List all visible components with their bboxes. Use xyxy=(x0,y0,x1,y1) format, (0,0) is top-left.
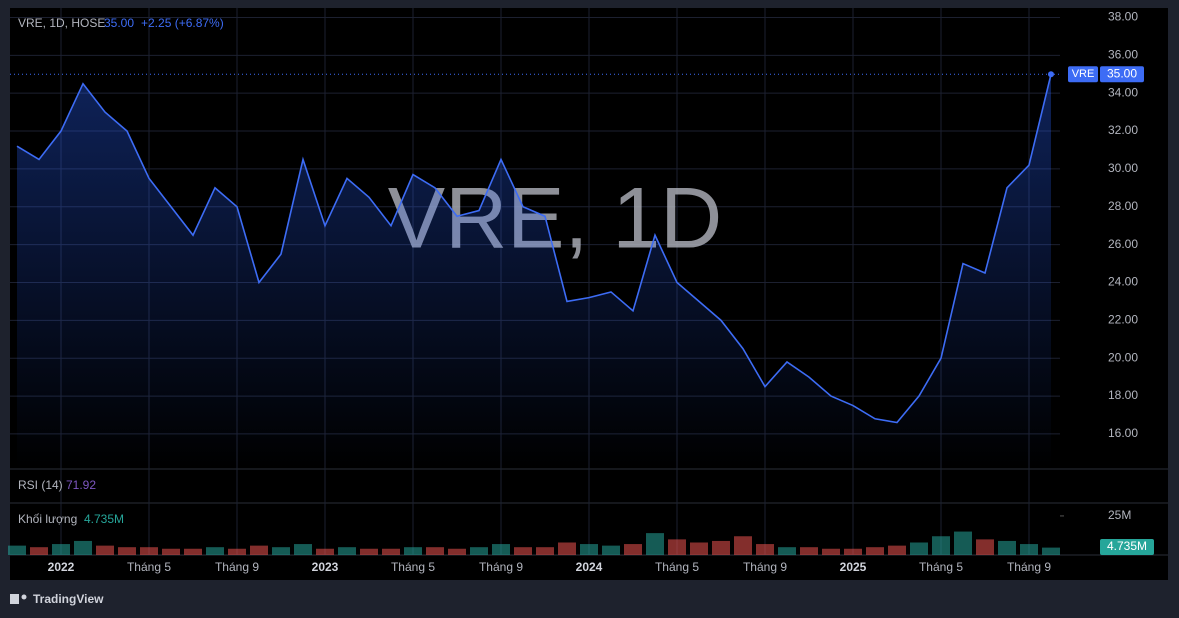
volume-bar xyxy=(382,548,400,555)
y-tick-label: 20.00 xyxy=(1108,350,1138,364)
volume-bar xyxy=(602,545,620,555)
x-tick-label: 2023 xyxy=(312,560,339,574)
volume-bar xyxy=(272,547,290,555)
volume-bar xyxy=(206,547,224,555)
volume-bar xyxy=(690,542,708,555)
volume-bar xyxy=(316,548,334,555)
volume-bar xyxy=(558,542,576,555)
volume-value: 4.735M xyxy=(84,512,124,526)
x-tick-label: Tháng 9 xyxy=(479,560,523,574)
volume-bar xyxy=(778,547,796,555)
y-tick-label: 34.00 xyxy=(1108,85,1138,99)
y-tick-label: 26.00 xyxy=(1108,237,1138,251)
price-tag-symbol: VRE xyxy=(1072,68,1095,80)
y-tick-label: 24.00 xyxy=(1108,275,1138,289)
volume-bar xyxy=(448,548,466,555)
price-change: +2.25 (+6.87%) xyxy=(141,16,224,30)
volume-bar xyxy=(734,536,752,555)
y-tick-label: 28.00 xyxy=(1108,199,1138,213)
price-tag xyxy=(1068,66,1098,83)
volume-bar xyxy=(976,539,994,555)
x-tick-label: 2022 xyxy=(48,560,75,574)
volume-bar xyxy=(228,548,246,555)
brand-logo xyxy=(10,594,27,604)
rsi-label: RSI (14) xyxy=(18,478,63,492)
volume-bar xyxy=(118,547,136,555)
x-tick-label: 2024 xyxy=(576,560,603,574)
volume-bar xyxy=(30,547,48,555)
volume-bar xyxy=(536,547,554,555)
y-tick-label: 38.00 xyxy=(1108,10,1138,24)
volume-bar xyxy=(932,536,950,555)
volume-bar xyxy=(294,544,312,555)
volume-tag-value: 4.735M xyxy=(1107,539,1147,553)
volume-bar xyxy=(250,545,268,555)
volume-bar xyxy=(74,540,92,555)
brand: TradingView xyxy=(33,592,104,606)
volume-bar xyxy=(514,547,532,555)
volume-bar xyxy=(184,548,202,555)
volume-bar xyxy=(470,547,488,555)
x-tick-label: Tháng 9 xyxy=(1007,560,1051,574)
volume-bar xyxy=(998,540,1016,555)
plot: 16.00 18.00 20.00 22.00 24.00 26.00 28.00 30.00… xyxy=(8,10,1154,574)
volume-bar xyxy=(756,544,774,555)
volume-bar xyxy=(844,548,862,555)
x-tick-label: 2025 xyxy=(840,560,867,574)
y-tick-label: 22.00 xyxy=(1108,313,1138,327)
volume-bar xyxy=(96,545,114,555)
volume-bar xyxy=(404,547,422,555)
volume-bar xyxy=(140,547,158,555)
price-tag xyxy=(1100,66,1144,83)
last-price: 35.00 xyxy=(104,16,134,30)
y-tick-label: 36.00 xyxy=(1108,47,1138,61)
price-line xyxy=(16,74,1052,424)
volume-tick-label: 25M xyxy=(1108,508,1131,522)
x-tick-label: Tháng 5 xyxy=(391,560,435,574)
price-area xyxy=(17,74,1051,469)
volume-bar xyxy=(822,548,840,555)
rsi-value: 71.92 xyxy=(66,478,96,492)
volume-bar xyxy=(712,540,730,555)
volume-bar xyxy=(580,544,598,555)
volume-bar xyxy=(954,531,972,555)
x-tick-label: Tháng 9 xyxy=(743,560,787,574)
volume-bar xyxy=(800,547,818,555)
volume-bar xyxy=(866,547,884,555)
y-tick-label: 18.00 xyxy=(1108,388,1138,402)
volume-bar xyxy=(52,544,70,555)
last-point xyxy=(1048,71,1054,78)
volume-bar xyxy=(1042,547,1060,555)
x-tick-label: Tháng 5 xyxy=(919,560,963,574)
volume-tag xyxy=(1100,539,1154,555)
x-tick-label: Tháng 5 xyxy=(127,560,171,574)
y-tick-label: 32.00 xyxy=(1108,123,1138,137)
symbol: VRE, 1D, HOSE xyxy=(18,16,105,30)
x-tick-label: Tháng 5 xyxy=(655,560,699,574)
x-tick-label: Tháng 9 xyxy=(215,560,259,574)
volume-bar xyxy=(360,548,378,555)
volume-bar xyxy=(338,547,356,555)
volume-bar xyxy=(888,545,906,555)
volume-bar xyxy=(162,548,180,555)
y-tick-label: 16.00 xyxy=(1108,426,1138,440)
volume-bar xyxy=(910,542,928,555)
volume-bar xyxy=(646,533,664,555)
y-tick-label: 30.00 xyxy=(1108,161,1138,175)
volume-bar xyxy=(492,544,510,555)
volume-bar xyxy=(624,544,642,555)
volume-bar xyxy=(668,539,686,555)
volume-bar xyxy=(426,547,444,555)
volume-bar xyxy=(8,545,26,555)
price-tag-value: 35.00 xyxy=(1107,66,1137,80)
volume-label: Khối lượng xyxy=(18,512,77,526)
volume-bar xyxy=(1020,544,1038,555)
